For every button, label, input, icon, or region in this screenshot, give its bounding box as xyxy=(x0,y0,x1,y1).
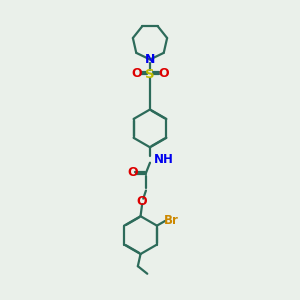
Text: S: S xyxy=(145,68,155,81)
Text: O: O xyxy=(158,67,169,80)
Text: NH: NH xyxy=(154,153,173,166)
Text: O: O xyxy=(131,67,142,80)
Text: O: O xyxy=(136,195,147,208)
Text: N: N xyxy=(145,53,155,66)
Text: Br: Br xyxy=(164,214,178,227)
Text: O: O xyxy=(127,167,138,179)
